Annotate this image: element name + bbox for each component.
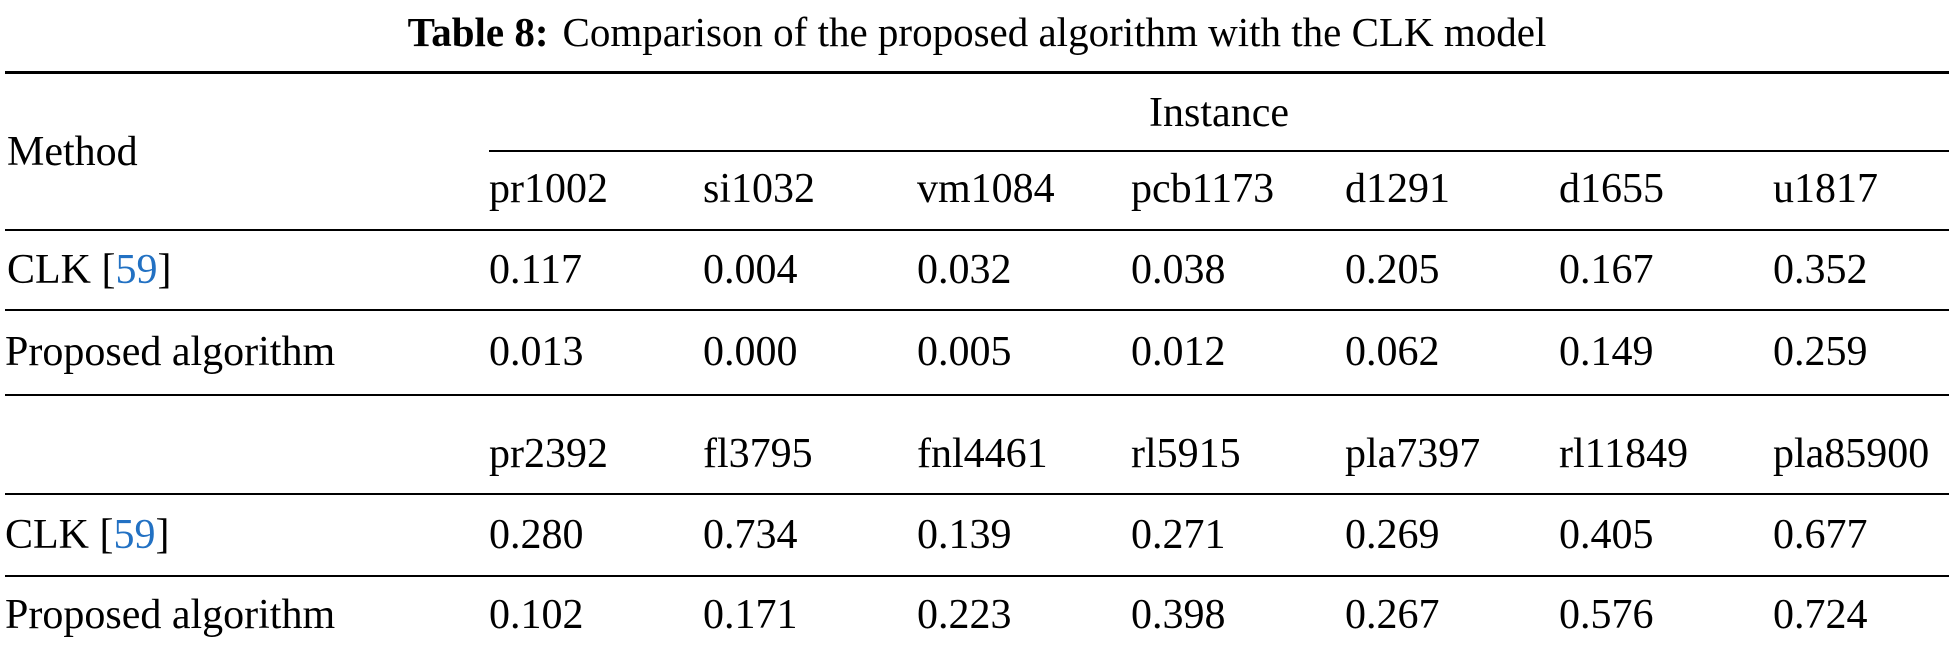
method-name: CLK xyxy=(5,512,89,558)
table-row: pr2392 fl3795 fnl4461 rl5915 pla7397 rl1… xyxy=(5,395,1950,495)
method-column-header: Method xyxy=(5,72,489,231)
table-row: Method Instance xyxy=(5,72,1950,231)
instance-header-cell: rl5915 xyxy=(1131,395,1345,495)
instance-header-cell: d1655 xyxy=(1559,151,1773,231)
citation-bracket: [ xyxy=(101,247,116,293)
value-cell: 0.269 xyxy=(1345,494,1559,577)
empty-cell xyxy=(5,395,489,495)
value-cell: 0.004 xyxy=(703,230,917,311)
citation-bracket: ] xyxy=(157,247,172,293)
value-cell: 0.405 xyxy=(1559,494,1773,577)
value-cell: 0.171 xyxy=(703,576,917,650)
instance-header-cell: pla85900 xyxy=(1773,395,1950,495)
value-cell: 0.677 xyxy=(1773,494,1950,577)
value-cell: 0.038 xyxy=(1131,230,1345,311)
value-cell: 0.102 xyxy=(489,576,703,650)
value-cell: 0.280 xyxy=(489,494,703,577)
citation-link[interactable]: 59 xyxy=(113,512,156,558)
value-cell: 0.734 xyxy=(703,494,917,577)
table-row: Proposed algorithm 0.013 0.000 0.005 0.0… xyxy=(5,310,1950,396)
value-cell: 0.117 xyxy=(489,230,703,311)
instance-header-cell: si1032 xyxy=(703,151,917,231)
instance-header-cell: u1817 xyxy=(1773,151,1950,231)
value-cell: 0.013 xyxy=(489,310,703,396)
table-row: CLK [59] 0.280 0.734 0.139 0.271 0.269 0… xyxy=(5,494,1950,577)
citation-link[interactable]: 59 xyxy=(115,247,158,293)
value-cell: 0.724 xyxy=(1773,576,1950,650)
value-cell: 0.139 xyxy=(917,494,1131,577)
citation-bracket: [ xyxy=(99,512,114,558)
instance-group-header: Instance xyxy=(489,72,1950,152)
value-cell: 0.271 xyxy=(1131,494,1345,577)
caption-text: Comparison of the proposed algorithm wit… xyxy=(562,9,1547,55)
instance-header-cell: fnl4461 xyxy=(917,395,1131,495)
instance-header-cell: pr1002 xyxy=(489,151,703,231)
value-cell: 0.398 xyxy=(1131,576,1345,650)
value-cell: 0.012 xyxy=(1131,310,1345,396)
method-cell: Proposed algorithm xyxy=(5,576,489,650)
table-caption: Table 8: Comparison of the proposed algor… xyxy=(0,0,1954,56)
value-cell: 0.149 xyxy=(1559,310,1773,396)
instance-header-cell: pcb1173 xyxy=(1131,151,1345,231)
instance-header-cell: pla7397 xyxy=(1345,395,1559,495)
table-row: pr1002 si1032 vm1084 pcb1173 d1291 d1655… xyxy=(5,151,1950,231)
citation-bracket: ] xyxy=(155,512,170,558)
value-cell: 0.223 xyxy=(917,576,1131,650)
value-cell: 0.000 xyxy=(703,310,917,396)
table-row: CLK [59] 0.117 0.004 0.032 0.038 0.205 0… xyxy=(5,230,1950,311)
value-cell: 0.167 xyxy=(1559,230,1773,311)
value-cell: 0.062 xyxy=(1345,310,1559,396)
value-cell: 0.032 xyxy=(917,230,1131,311)
value-cell: 0.352 xyxy=(1773,230,1950,311)
instance-header-cell: d1291 xyxy=(1345,151,1559,231)
instance-header-cell: fl3795 xyxy=(703,395,917,495)
instance-header-cell: rl11849 xyxy=(1559,395,1773,495)
value-cell: 0.259 xyxy=(1773,310,1950,396)
value-cell: 0.576 xyxy=(1559,576,1773,650)
instance-header-cell: vm1084 xyxy=(917,151,1131,231)
method-cell: CLK [59] xyxy=(5,230,489,311)
method-name: CLK xyxy=(7,247,91,293)
value-cell: 0.267 xyxy=(1345,576,1559,650)
comparison-table: Method Instance pr1002 si1032 vm1084 pcb… xyxy=(5,71,1950,650)
caption-label: Table 8: xyxy=(407,9,549,55)
instance-header-cell: pr2392 xyxy=(489,395,703,495)
table-row: Proposed algorithm 0.102 0.171 0.223 0.3… xyxy=(5,576,1950,650)
value-cell: 0.005 xyxy=(917,310,1131,396)
value-cell: 0.205 xyxy=(1345,230,1559,311)
method-cell: CLK [59] xyxy=(5,494,489,577)
method-cell: Proposed algorithm xyxy=(5,310,489,396)
